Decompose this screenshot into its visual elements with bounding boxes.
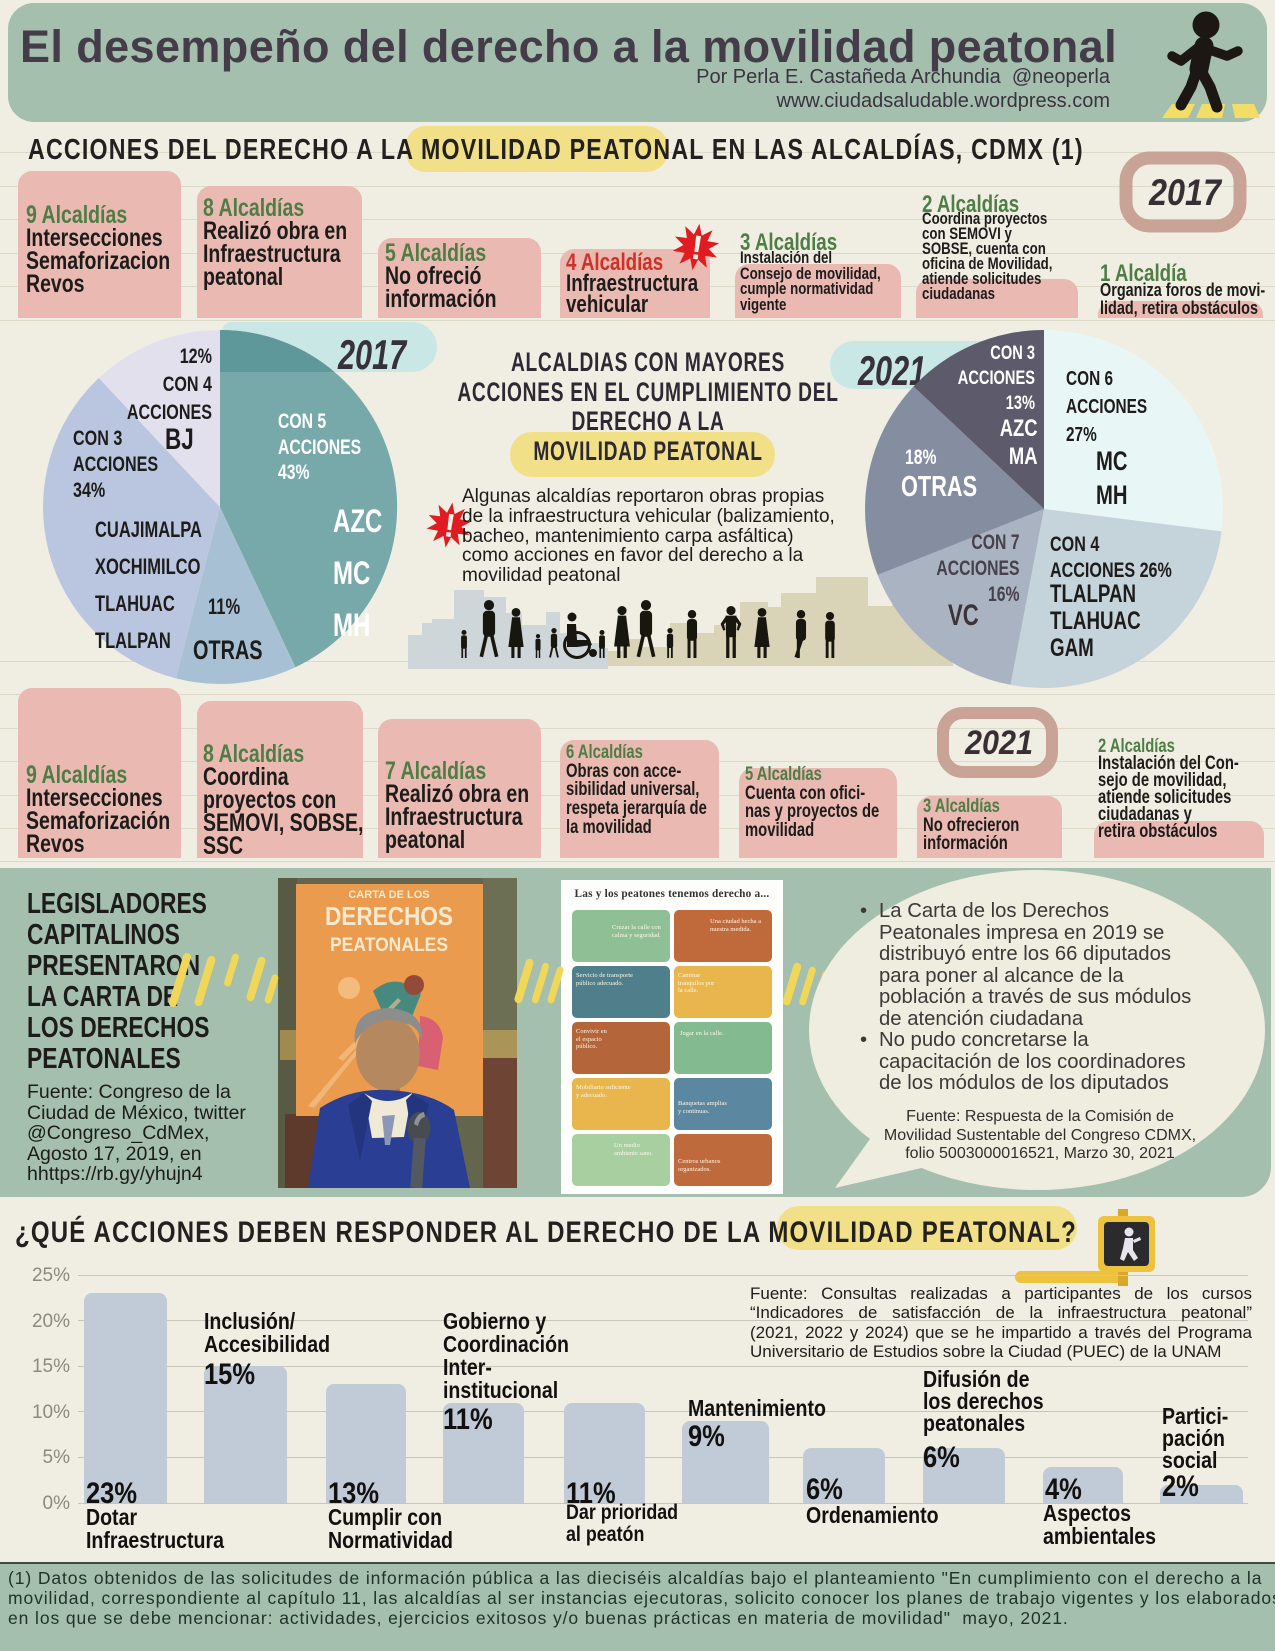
svg-text:PEATONALES: PEATONALES (330, 935, 448, 956)
svg-text:CARTA DE LOS: CARTA DE LOS (348, 889, 429, 901)
svg-text:2017: 2017 (1148, 172, 1223, 213)
svg-text:!: ! (689, 229, 706, 268)
svg-text:2021: 2021 (964, 724, 1033, 762)
svg-text:DERECHOS: DERECHOS (325, 901, 453, 931)
svg-text:!: ! (442, 506, 458, 544)
